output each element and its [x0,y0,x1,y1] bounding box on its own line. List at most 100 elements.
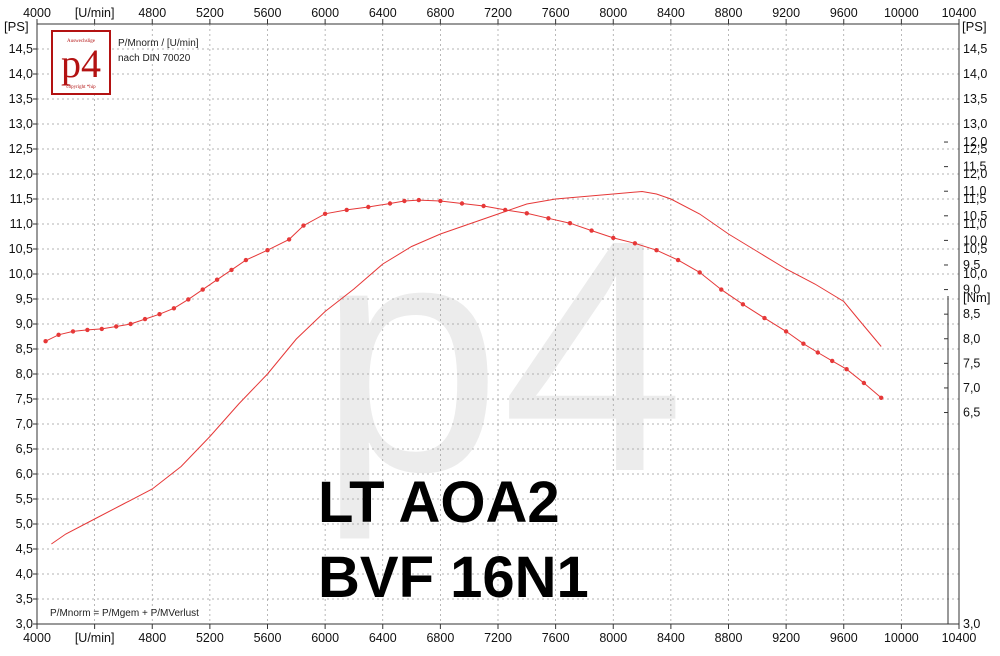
x-tick-label: 8800 [715,631,743,645]
x-tick-label-top: 10000 [884,6,919,20]
series-layer [43,190,884,545]
y-tick-label-left: 10,5 [9,242,33,256]
x-tick-label-top: 10400 [942,6,977,20]
logo-text: p4 [61,41,101,86]
torque-data-point [589,228,594,233]
y-tick-label-left: 12,0 [9,167,33,181]
y-tick-label-left: 11,0 [10,217,33,231]
torque-data-point [366,204,371,210]
x-tick-label-top: 9600 [830,6,858,20]
x-tick-label-top: 6800 [426,6,454,20]
torque-tick-label: 10,0 [963,233,987,247]
x-tick-label-top: 7600 [542,6,570,20]
legend-line-1: P/Mnorm / [U/min] [118,38,199,49]
x-tick-label: 10400 [942,631,977,645]
torque-tick-label: 7,5 [963,356,980,370]
torque-data-point [697,270,702,275]
y-tick-label-left: 4,5 [16,542,33,556]
x-tick-label: 9600 [830,631,858,645]
x-tick-label: 7200 [484,631,512,645]
torque-data-point [70,329,76,334]
left-axis-unit: [PS] [4,19,29,34]
torque-data-point [861,380,867,386]
torque-data-point [56,332,61,337]
y-tick-label-left: 13,0 [9,117,33,131]
y-tick-label-left: 5,5 [16,492,33,506]
power-curve-line [51,190,882,545]
y-tick-label-left: 14,0 [9,67,33,81]
y-tick-label-left: 14,5 [9,42,33,56]
torque-data-point [830,358,835,364]
y-tick-label-left: 11,5 [10,192,33,206]
y-tick-label-left: 9,0 [16,317,33,331]
chart-title-line-2: BVF 16N1 [318,545,589,610]
x-tick-label: 5600 [254,631,282,645]
torque-data-point [186,297,191,302]
y-tick-label-left: 7,0 [16,417,33,431]
y-tick-label-left: 9,5 [16,292,33,306]
torque-data-point [719,287,724,292]
x-tick-label: 6800 [426,631,454,645]
x-tick-label: 6000 [311,631,339,645]
torque-data-point [301,223,306,228]
torque-data-point [243,257,249,263]
y-tick-label-right: 11,0 [963,217,986,231]
x-tick-label: [U/min] [75,631,115,645]
torque-tick-label: 11,5 [963,160,986,174]
torque-data-point [844,367,849,372]
torque-data-point [402,198,407,204]
x-tick-label: 8000 [599,631,627,645]
x-tick-label: 7600 [542,631,570,645]
footnote: P/Mnorm = P/Mgem + P/MVerlust [50,608,199,619]
torque-data-point [43,339,48,344]
x-tick-label: 4800 [138,631,166,645]
y-tick-label-left: 3,5 [16,592,33,606]
torque-data-point [675,257,681,263]
y-tick-label-left: 6,5 [16,442,33,456]
y-tick-label-right: 12,0 [963,167,987,181]
logo-top-text: Auswechslige [67,39,96,44]
y-tick-label-right: 3,0 [963,617,980,631]
torque-tick-label: 12,0 [963,135,987,149]
torque-data-point [322,211,328,216]
y-tick-label-left: 8,5 [16,342,33,356]
torque-tick-label: 9,0 [963,283,980,297]
torque-tick-label: 11,0 [963,184,986,198]
x-tick-label-top: 9200 [772,6,800,20]
torque-data-point [879,395,884,400]
y-tick-label-left: 13,5 [9,92,33,106]
torque-data-point [416,197,421,203]
x-tick-label: 5200 [196,631,224,645]
x-tick-label-top: 5200 [196,6,224,20]
torque-data-point [783,329,789,334]
torque-data-point [265,248,270,253]
torque-data-point [128,321,133,327]
x-tick-label-top: [U/min] [75,6,115,20]
y-tick-label-right: 11,5 [963,192,986,206]
torque-tick-label: 9,5 [963,258,980,272]
torque-data-point [762,315,767,321]
logo-bottom-text: copyright *hip [66,85,96,90]
torque-data-point [200,287,205,292]
x-tick-label-top: 8400 [657,6,685,20]
y-tick-label-left: 3,0 [16,617,33,631]
watermark: p4 [318,171,685,542]
legend-line-2: nach DIN 70020 [118,53,191,64]
torque-data-point [481,203,486,209]
y-tick-label-right: 10,5 [963,242,987,256]
y-tick-label-left: 6,0 [16,467,33,481]
torque-data-point [503,207,508,213]
torque-data-point [344,207,349,213]
torque-data-point [632,241,638,246]
torque-data-point [157,312,162,317]
torque-data-point [99,326,105,332]
torque-tick-label: 7,0 [963,381,980,395]
y-tick-label-right: 14,5 [963,42,987,56]
torque-data-point [567,221,573,226]
x-tick-label-top: 6400 [369,6,397,20]
y-tick-label-left: 10,0 [9,267,33,281]
y-tick-label-right: 13,0 [963,117,987,131]
y-tick-label-right: 14,0 [963,67,987,81]
torque-tick-label: 10,5 [963,209,987,223]
